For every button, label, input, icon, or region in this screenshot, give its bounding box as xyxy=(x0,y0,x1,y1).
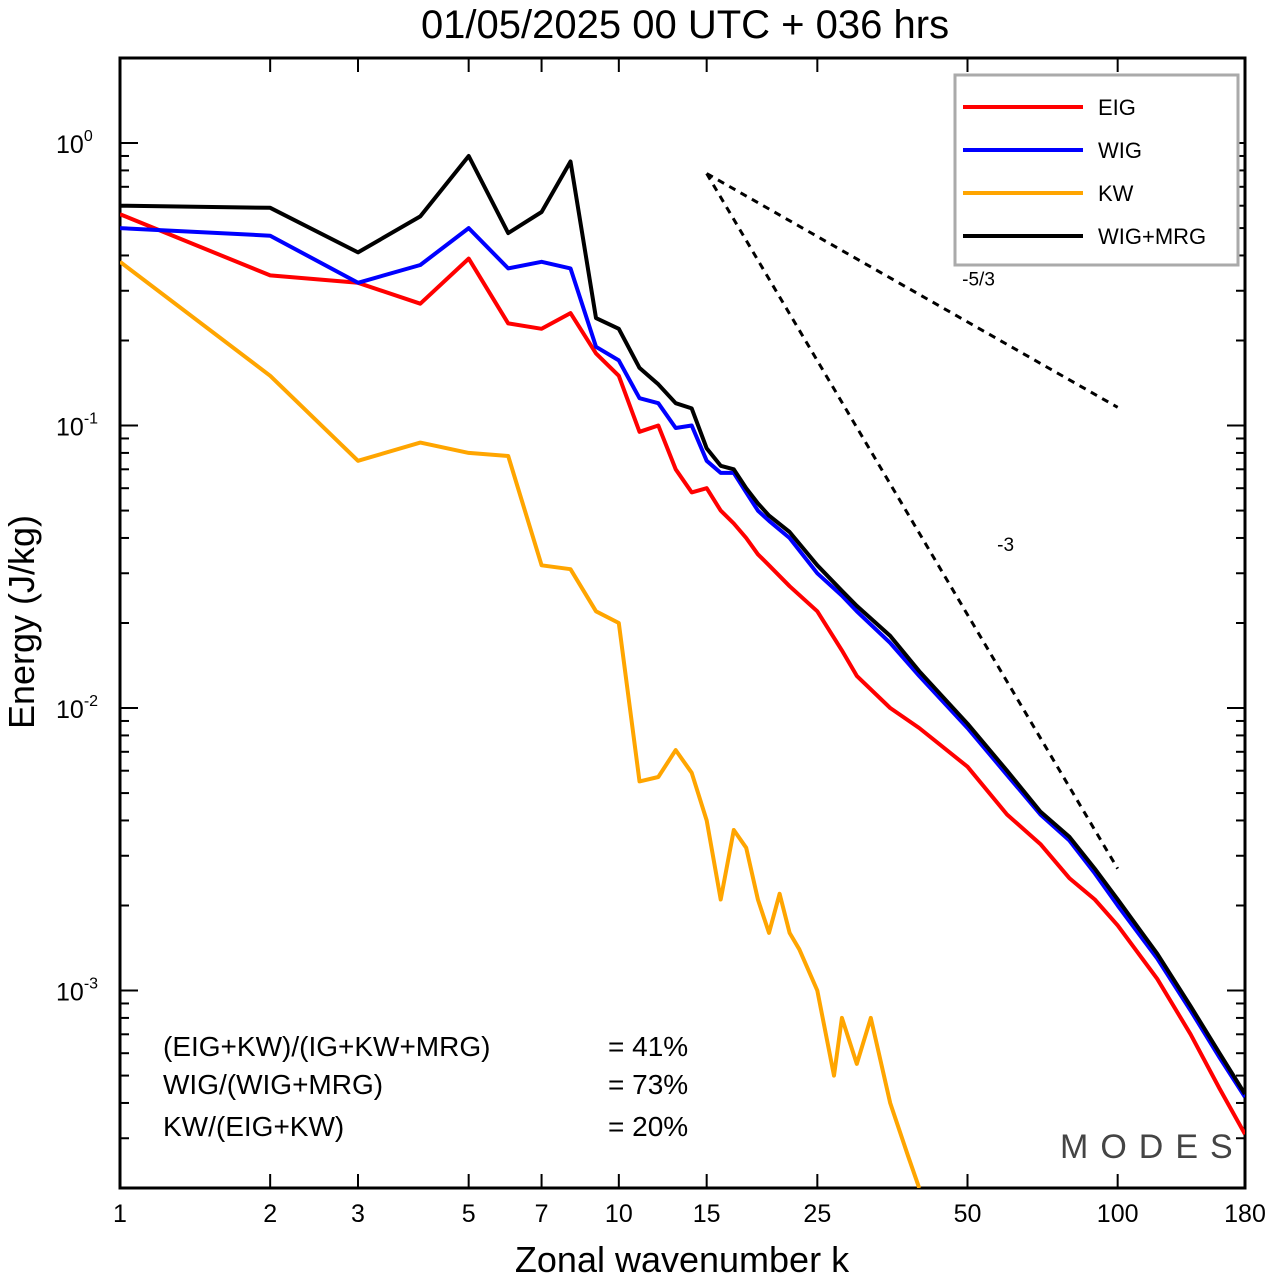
x-tick-label: 3 xyxy=(351,1200,365,1228)
stat-label-kw: KW/(EIG+KW) xyxy=(163,1111,344,1142)
legend: EIG WIG KW WIG+MRG xyxy=(953,73,1240,267)
stat-label-eig-kw: (EIG+KW)/(IG+KW+MRG) xyxy=(163,1031,490,1062)
chart-title: 01/05/2025 00 UTC + 036 hrs xyxy=(421,3,949,47)
series-line-wig xyxy=(120,226,1245,1099)
series-line-eig xyxy=(120,212,1245,1136)
x-tick-label: 5 xyxy=(462,1200,476,1228)
x-tick-label: 15 xyxy=(693,1200,721,1228)
stat-value-kw: = 20% xyxy=(608,1111,688,1142)
y-tick-label: 10-1 xyxy=(56,411,98,442)
slope-label: -5/3 xyxy=(962,269,995,290)
slope-line-1 xyxy=(705,172,1119,870)
series-line-kw xyxy=(120,260,922,1188)
x-tick-label: 1 xyxy=(113,1200,127,1228)
x-tick-label: 2 xyxy=(263,1200,277,1228)
x-axis-label: Zonal wavenumber k xyxy=(515,1239,850,1280)
x-tick-label: 7 xyxy=(535,1200,549,1228)
y-tick-label: 10-2 xyxy=(56,693,98,724)
legend-label: EIG xyxy=(1098,95,1136,120)
y-tick-label: 10-3 xyxy=(56,976,98,1007)
x-tick-label: 180 xyxy=(1224,1200,1266,1228)
y-axis-ticks: 100 10-1 10-2 10-3 xyxy=(56,57,1245,1189)
series-lines xyxy=(120,154,1245,1188)
slope-label: -3 xyxy=(997,535,1014,556)
legend-label: KW xyxy=(1098,181,1134,206)
stat-value-wig: = 73% xyxy=(608,1069,688,1100)
x-tick-label: 50 xyxy=(954,1200,982,1228)
modes-watermark: MODES xyxy=(1060,1128,1245,1166)
x-tick-label: 100 xyxy=(1097,1200,1139,1228)
x-axis-ticks: 1 2 3 5 7 10 15 25 50 100 180 xyxy=(113,58,1266,1228)
legend-label: WIG+MRG xyxy=(1098,224,1206,249)
x-tick-label: 25 xyxy=(803,1200,831,1228)
stats-annotations: (EIG+KW)/(IG+KW+MRG) = 41% WIG/(WIG+MRG)… xyxy=(163,1031,688,1142)
y-axis-label: Energy (J/kg) xyxy=(1,515,42,729)
series-line-wig-mrg xyxy=(120,154,1245,1096)
y-tick-label: 100 xyxy=(56,128,93,159)
legend-label: WIG xyxy=(1098,138,1142,163)
reference-slopes: -5/3 -3 xyxy=(705,172,1119,870)
x-tick-label: 10 xyxy=(605,1200,633,1228)
stat-label-wig: WIG/(WIG+MRG) xyxy=(163,1069,383,1100)
slope-line-0 xyxy=(705,172,1119,409)
stat-value-eig-kw: = 41% xyxy=(608,1031,688,1062)
